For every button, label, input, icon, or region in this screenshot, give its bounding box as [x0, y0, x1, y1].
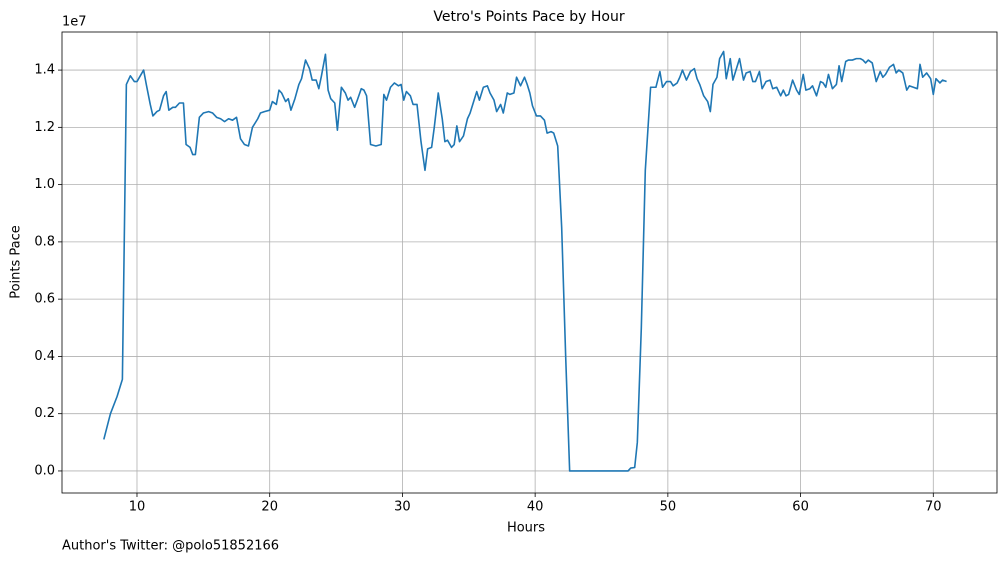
y-tick-label: 0.4 — [34, 349, 55, 364]
x-tick-label: 70 — [925, 500, 942, 515]
y-tick-label: 0.8 — [34, 234, 55, 249]
x-tick-label: 60 — [792, 500, 809, 515]
x-tick-label: 20 — [261, 500, 278, 515]
y-tick-label: 1.0 — [34, 177, 55, 192]
x-tick-label: 40 — [527, 500, 544, 515]
x-axis-label: Hours — [507, 521, 545, 536]
x-tick-label: 50 — [660, 500, 677, 515]
y-tick-label: 0.0 — [34, 463, 55, 478]
y-axis-label: Points Pace — [9, 225, 24, 299]
y-tick-label: 0.2 — [34, 406, 55, 421]
y-tick-label: 1.4 — [34, 63, 55, 78]
y-tick-label: 0.6 — [34, 292, 55, 307]
y-tick-label: 1.2 — [34, 120, 55, 135]
y-offset-text: 1e7 — [62, 15, 87, 30]
x-tick-label: 10 — [129, 500, 146, 515]
data-line — [103, 50, 947, 472]
plot-frame — [61, 31, 998, 494]
chart-title: Vetro's Points Pace by Hour — [433, 9, 624, 25]
x-tick-label: 30 — [394, 500, 411, 515]
footnote: Author's Twitter: @polo51852166 — [62, 539, 279, 554]
